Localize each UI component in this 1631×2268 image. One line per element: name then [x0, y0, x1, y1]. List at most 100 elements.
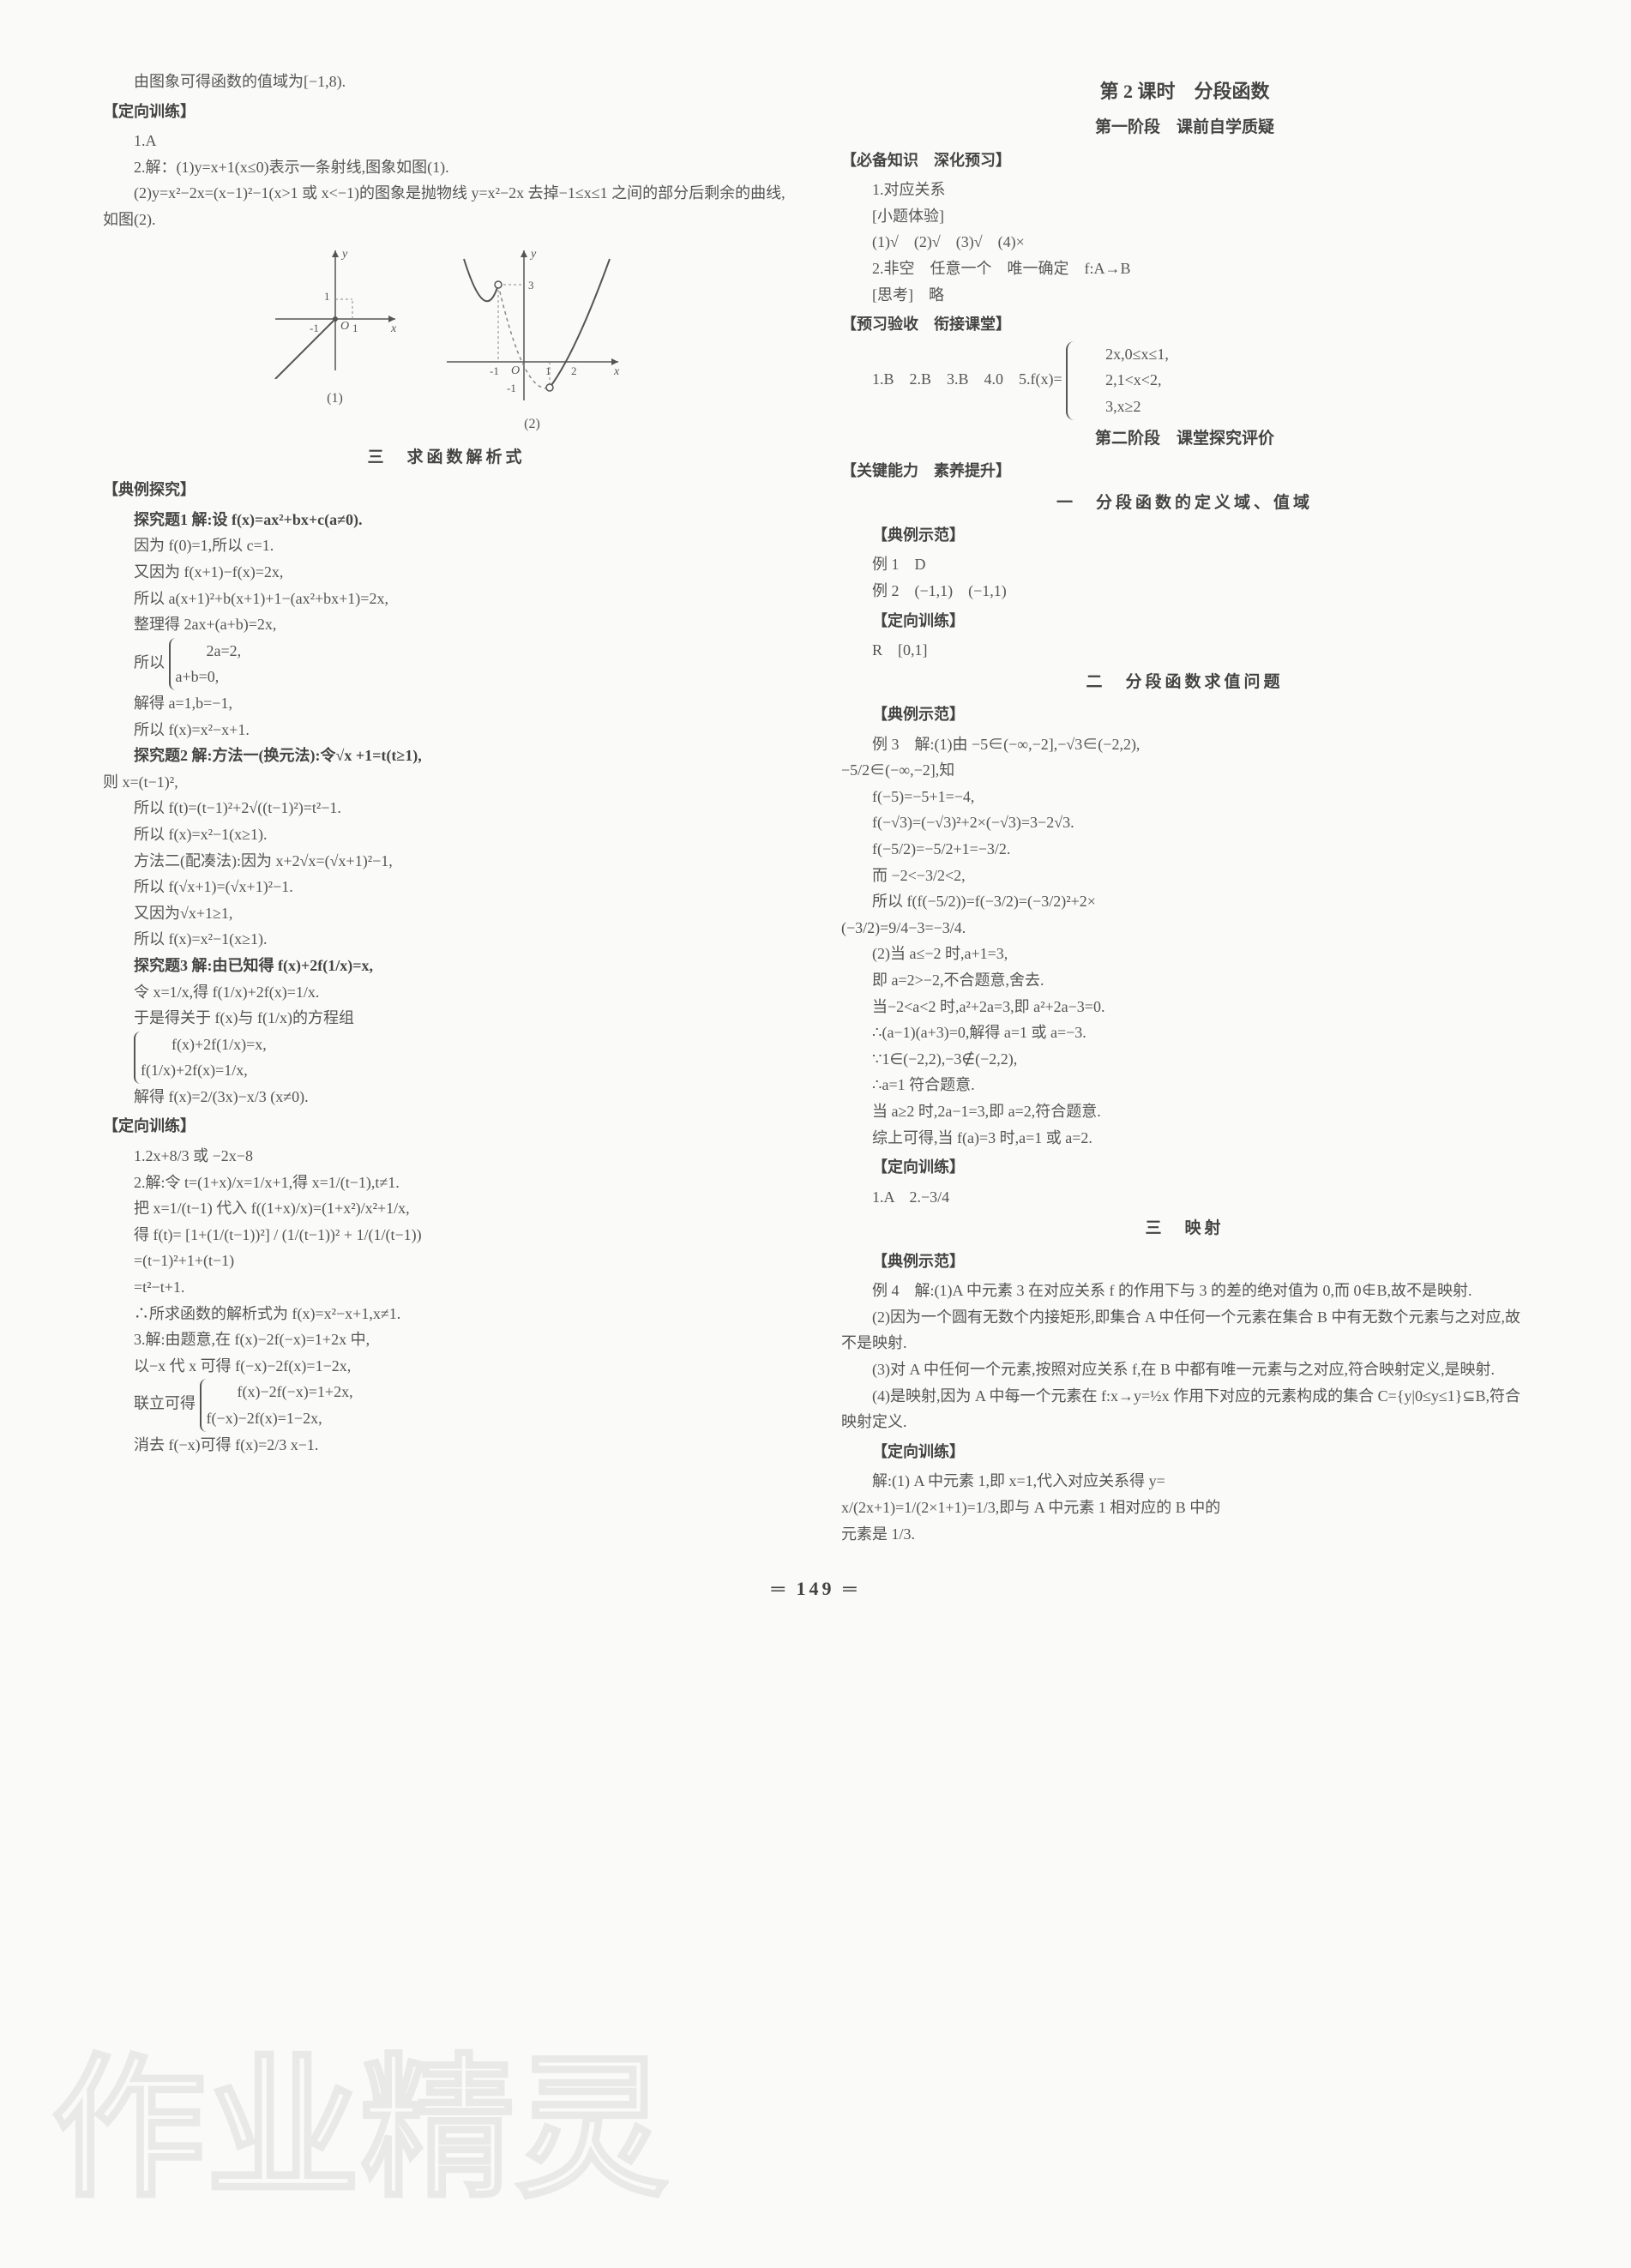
text-line: 所以 f(f(−5/2))=f(−3/2)=(−3/2)²+2× — [841, 888, 1528, 915]
text-line: f(−√3)=(−√3)²+2×(−√3)=3−2√3. — [841, 809, 1528, 836]
text-line: 则 x=(t−1)², — [103, 769, 790, 796]
text-line: 解得 f(x)=2/(3x)−x/3 (x≠0). — [103, 1084, 790, 1110]
section-label: 【典例探究】 — [103, 477, 790, 503]
text-line: 解得 a=1,b=−1, — [103, 690, 790, 717]
text-line: 于是得关于 f(x)与 f(1/x)的方程组 — [103, 1005, 790, 1032]
text-line: 而 −2<−3/2<2, — [841, 863, 1528, 889]
svg-text:O: O — [340, 320, 349, 333]
stage-title: 第一阶段 课前自学质疑 — [841, 114, 1528, 141]
section-heading: 三 求函数解析式 — [103, 444, 790, 472]
svg-text:3: 3 — [528, 279, 534, 292]
text-line: 例 1 D — [841, 551, 1528, 578]
text-line: 所以 f(x)=x²−1(x≥1). — [103, 926, 790, 953]
text-line: 由图象可得函数的值域为[−1,8). — [103, 69, 790, 95]
text-line: −5/2∈(−∞,−2],知 — [841, 757, 1528, 784]
text-line: 当 a≥2 时,2a−1=3,即 a=2,符合题意. — [841, 1098, 1528, 1125]
text-line: 2.非空 任意一个 唯一确定 f:A→B — [841, 256, 1528, 282]
text-line: =t²−t+1. — [103, 1274, 790, 1301]
svg-text:O: O — [511, 364, 520, 377]
text-line: =(t−1)²+1+(t−1) — [103, 1248, 790, 1274]
problem-head: 探究题2 解:方法一(换元法):令√x +1=t(t≥1), — [103, 743, 790, 769]
section-label: 【典例示范】 — [841, 522, 1528, 549]
text-line: 方法二(配凑法):因为 x+2√x=(√x+1)²−1, — [103, 848, 790, 875]
text-line: 所以 2a=2, a+b=0, — [103, 638, 790, 690]
text-line: 所以 a(x+1)²+b(x+1)+1−(ax²+bx+1)=2x, — [103, 586, 790, 612]
topic-heading: 一 分段函数的定义域、值域 — [841, 490, 1528, 517]
text-line: 元素是 1/3. — [841, 1521, 1528, 1548]
text-line: 把 x=1/(t−1) 代入 f((1+x)/x)=(1+x²)/x²+1/x, — [103, 1195, 790, 1222]
text-line: ∴所求函数的解析式为 f(x)=x²−x+1,x≠1. — [103, 1301, 790, 1327]
svg-text:1: 1 — [324, 290, 330, 303]
topic-heading: 三 映射 — [841, 1215, 1528, 1242]
text-line: (1)√ (2)√ (3)√ (4)× — [841, 229, 1528, 256]
piece: 2x,0≤x≤1, — [1074, 341, 1169, 368]
figure-label: (2) — [438, 412, 627, 436]
text-line: 1.对应关系 — [841, 177, 1528, 203]
text-line: 令 x=1/x,得 f(1/x)+2f(x)=1/x. — [103, 979, 790, 1006]
text-line: 3.解:由题意,在 f(x)−2f(−x)=1+2x 中, — [103, 1327, 790, 1353]
svg-text:-1: -1 — [507, 382, 516, 394]
text-line: 当−2<a<2 时,a²+2a=3,即 a²+2a−3=0. — [841, 994, 1528, 1020]
text-line: ∴a=1 符合题意. — [841, 1072, 1528, 1098]
text-line: 综上可得,当 f(a)=3 时,a=1 或 a=2. — [841, 1125, 1528, 1152]
eq-line: f(x)+2f(1/x)=x, — [172, 1036, 267, 1053]
answer: 1.A — [103, 128, 790, 154]
text-line: 所以 f(√x+1)=(√x+1)²−1. — [103, 874, 790, 900]
watermark: 作业精灵 — [51, 2028, 669, 2234]
page-number: ═ 149 ═ — [103, 1573, 1528, 1604]
section-label: 【关键能力 素养提升】 — [841, 458, 1528, 484]
text-line: 得 f(t)= [1+(1/(t−1))²] / (1/(t−1))² + 1/… — [103, 1222, 790, 1248]
text-line: x/(2x+1)=1/(2×1+1)=1/3,即与 A 中元素 1 相对应的 B… — [841, 1495, 1528, 1521]
text-line: 即 a=2>−2,不合题意,舍去. — [841, 967, 1528, 994]
piece: 2,1<x<2, — [1074, 367, 1169, 394]
figure-row: O x y -1 1 1 (1) — [103, 242, 790, 436]
svg-text:1: 1 — [352, 322, 358, 334]
piece: 3,x≥2 — [1074, 394, 1169, 420]
svg-text:y: y — [340, 248, 348, 261]
text-line: 因为 f(0)=1,所以 c=1. — [103, 532, 790, 559]
svg-text:-1: -1 — [490, 364, 499, 377]
answer: 2.解：(1)y=x+1(x≤0)表示一条射线,图象如图(1). — [103, 154, 790, 181]
svg-text:作业精灵: 作业精灵 — [51, 2045, 669, 2216]
text-line: ∴(a−1)(a+3)=0,解得 a=1 或 a=−3. — [841, 1020, 1528, 1046]
text-line: 所以 f(x)=x²−x+1. — [103, 717, 790, 743]
problem-head: 探究题3 解:由已知得 f(x)+2f(1/x)=x, — [103, 953, 790, 979]
text-line: 2.解:令 t=(1+x)/x=1/x+1,得 x=1/(t−1),t≠1. — [103, 1170, 790, 1196]
eq-line: f(1/x)+2f(x)=1/x, — [141, 1062, 248, 1079]
text-line: 1.B 2.B 3.B 4.0 5.f(x)= 2x,0≤x≤1, 2,1<x<… — [841, 341, 1528, 420]
figure-label: (1) — [267, 387, 404, 410]
section-label: 【定向训练】 — [103, 1113, 790, 1140]
text-line: (2)当 a≤−2 时,a+1=3, — [841, 941, 1528, 967]
text-line: 例 2 (−1,1) (−1,1) — [841, 578, 1528, 605]
section-label: 【定向训练】 — [103, 99, 790, 125]
eq-line: 2a=2, — [207, 642, 242, 659]
text-line: f(x)+2f(1/x)=x, f(1/x)+2f(x)=1/x, — [103, 1032, 790, 1084]
text-line: 整理得 2ax+(a+b)=2x, — [103, 611, 790, 638]
eq-line: a+b=0, — [176, 668, 220, 685]
text-line: f(−5/2)=−5/2+1=−3/2. — [841, 836, 1528, 863]
section-label: 【必备知识 深化预习】 — [841, 147, 1528, 174]
answer: (2)y=x²−2x=(x−1)²−1(x>1 或 x<−1)的图象是抛物线 y… — [103, 180, 790, 232]
text-prefix: 所以 — [134, 654, 165, 671]
eq-line: f(−x)−2f(x)=1−2x, — [207, 1410, 322, 1427]
svg-text:y: y — [529, 248, 537, 261]
text-line: ∵1∈(−2,2),−3∉(−2,2), — [841, 1046, 1528, 1073]
svg-text:x: x — [390, 322, 397, 335]
text-line: 1.2x+8/3 或 −2x−8 — [103, 1143, 790, 1170]
text-line: 1.A 2.−3/4 — [841, 1184, 1528, 1211]
text-line: 又因为 f(x+1)−f(x)=2x, — [103, 559, 790, 586]
svg-text:1: 1 — [545, 364, 551, 377]
svg-text:2: 2 — [571, 364, 577, 377]
problem-head: 探究题1 解:设 f(x)=ax²+bx+c(a≠0). — [103, 507, 790, 533]
section-label: 【典例示范】 — [841, 701, 1528, 728]
figure-1: O x y -1 1 1 (1) — [267, 242, 404, 436]
text-line: 例 4 解:(1)A 中元素 3 在对应关系 f 的作用下与 3 的差的绝对值为… — [841, 1278, 1528, 1304]
stage-title: 第二阶段 课堂探究评价 — [841, 425, 1528, 453]
section-label: 【典例示范】 — [841, 1248, 1528, 1275]
text-line: (−3/2)=9/4−3=−3/4. — [841, 915, 1528, 941]
text-line: 又因为√x+1≥1, — [103, 900, 790, 927]
section-label: 【预习验收 衔接课堂】 — [841, 311, 1528, 338]
text-line: 所以 f(x)=x²−1(x≥1). — [103, 821, 790, 848]
text-line: R [0,1] — [841, 637, 1528, 664]
topic-heading: 二 分段函数求值问题 — [841, 669, 1528, 696]
